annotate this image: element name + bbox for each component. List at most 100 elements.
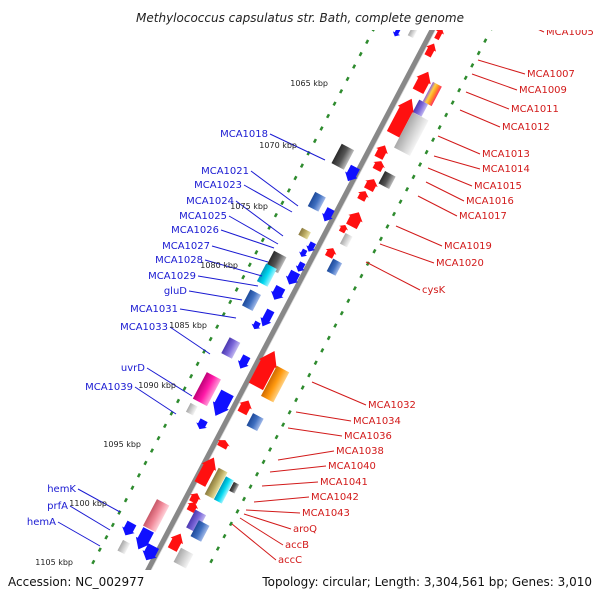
- left-tick-mark: [241, 274, 246, 280]
- title-backdrop: [0, 0, 600, 30]
- left-gene-label: MCA1026: [171, 225, 219, 236]
- kbp-tick-label: 1070 kbp: [259, 141, 297, 150]
- left-leader-line: [204, 259, 263, 277]
- forward-gene-arrow: [122, 520, 137, 536]
- gene-feature-box: [339, 233, 353, 248]
- forward-gene-arrow: [212, 389, 234, 416]
- right-leader-line: [365, 261, 421, 291]
- gene-feature-box: [378, 171, 396, 189]
- left-gene-label: MCA1018: [220, 129, 268, 140]
- left-leader-line: [77, 488, 121, 513]
- right-tick-mark: [463, 75, 468, 81]
- right-tick-mark: [470, 63, 475, 68]
- left-gene-label: hemA: [27, 517, 56, 528]
- kbp-tick-label: 1090 kbp: [138, 381, 176, 390]
- right-gene-label: MCA1038: [336, 446, 384, 457]
- left-tick-mark: [228, 299, 233, 305]
- left-tick-mark: [358, 51, 363, 57]
- left-tick-mark: [332, 101, 337, 107]
- left-tick-mark: [280, 200, 285, 206]
- left-tick-mark: [345, 76, 350, 82]
- left-tick-mark: [149, 448, 155, 453]
- right-tick-mark: [326, 335, 331, 341]
- right-tick-mark: [457, 87, 462, 93]
- right-tick-mark: [339, 310, 344, 316]
- right-tick-mark: [437, 125, 442, 130]
- right-leader-line: [261, 481, 319, 487]
- left-tick-mark: [117, 510, 122, 515]
- right-tick-mark: [307, 372, 312, 378]
- left-leader-line: [69, 505, 111, 531]
- right-leader-line: [277, 450, 335, 461]
- right-gene-label: MCA1014: [482, 164, 530, 175]
- kbp-tick-label: 1075 kbp: [230, 202, 268, 211]
- right-gene-label: aroQ: [293, 524, 317, 535]
- right-tick-mark: [424, 149, 429, 155]
- left-tick-mark: [143, 460, 148, 466]
- right-leader-line: [231, 523, 277, 561]
- right-tick-mark: [391, 211, 397, 217]
- left-tick-mark: [299, 163, 304, 168]
- left-tick-mark: [234, 287, 239, 292]
- gene-feature-box: [331, 143, 355, 170]
- right-leader-line: [433, 155, 481, 170]
- forward-gene-arrow: [285, 269, 301, 285]
- reverse-gene-arrow: [374, 145, 388, 160]
- right-leader-line: [253, 496, 310, 503]
- right-gene-label: MCA1041: [320, 477, 368, 488]
- right-tick-mark: [261, 459, 266, 465]
- right-leader-line: [395, 225, 443, 247]
- right-tick-mark: [313, 360, 318, 366]
- right-leader-line: [239, 517, 284, 546]
- left-tick-mark: [104, 534, 109, 540]
- tick-tracks: [84, 2, 494, 600]
- forward-gene-arrow: [142, 543, 160, 561]
- right-tick-mark: [268, 447, 273, 452]
- left-gene-label: uvrD: [121, 363, 145, 374]
- right-tick-mark: [372, 248, 377, 254]
- right-leader-line: [459, 109, 501, 128]
- right-tick-mark: [398, 199, 403, 205]
- left-leader-line: [179, 308, 237, 319]
- right-tick-mark: [209, 558, 214, 564]
- right-leader-line: [379, 243, 435, 264]
- reverse-gene-arrow: [217, 440, 230, 450]
- gene-feature-box: [143, 499, 170, 533]
- right-leader-line: [287, 427, 343, 437]
- map-title: Methylococcus capsulatus str. Bath, comp…: [136, 11, 464, 25]
- left-gene-label: MCA1027: [162, 241, 210, 252]
- right-tick-mark: [300, 385, 305, 390]
- right-leader-line: [425, 181, 465, 202]
- right-gene-label: accB: [285, 540, 309, 551]
- right-tick-mark: [333, 323, 338, 328]
- right-gene-label: accC: [278, 555, 302, 566]
- left-leader-line: [235, 200, 284, 237]
- kbp-tick-label: 1080 kbp: [200, 261, 238, 270]
- reverse-gene-arrow: [186, 502, 199, 513]
- left-tick-mark: [182, 386, 187, 391]
- gene-feature-box: [241, 289, 262, 311]
- gene-feature-box: [213, 476, 234, 504]
- forward-gene-arrow: [322, 207, 335, 222]
- right-tick-mark: [241, 496, 247, 502]
- reverse-gene-arrow: [357, 191, 369, 202]
- forward-gene-arrow: [260, 308, 275, 327]
- right-leader-line: [465, 91, 510, 110]
- forward-gene-arrow: [345, 164, 360, 182]
- gene-feature-box: [260, 365, 290, 403]
- reverse-gene-arrow: [363, 179, 378, 193]
- right-tick-mark: [483, 38, 488, 43]
- left-tick-mark: [319, 126, 324, 131]
- gene-feature-box: [204, 467, 228, 499]
- right-tick-mark: [378, 236, 383, 242]
- gene-feature-box: [256, 263, 277, 287]
- gene-feature-box: [173, 547, 194, 569]
- forward-gene-arrow: [271, 284, 286, 300]
- right-tick-mark: [222, 533, 227, 539]
- reverse-gene-arrow: [434, 28, 444, 41]
- right-gene-label: MCA1013: [482, 149, 530, 160]
- right-leader-line: [417, 195, 458, 217]
- left-tick-mark: [195, 361, 200, 367]
- genome-backbone: [129, 0, 452, 600]
- left-tick-mark: [136, 473, 141, 478]
